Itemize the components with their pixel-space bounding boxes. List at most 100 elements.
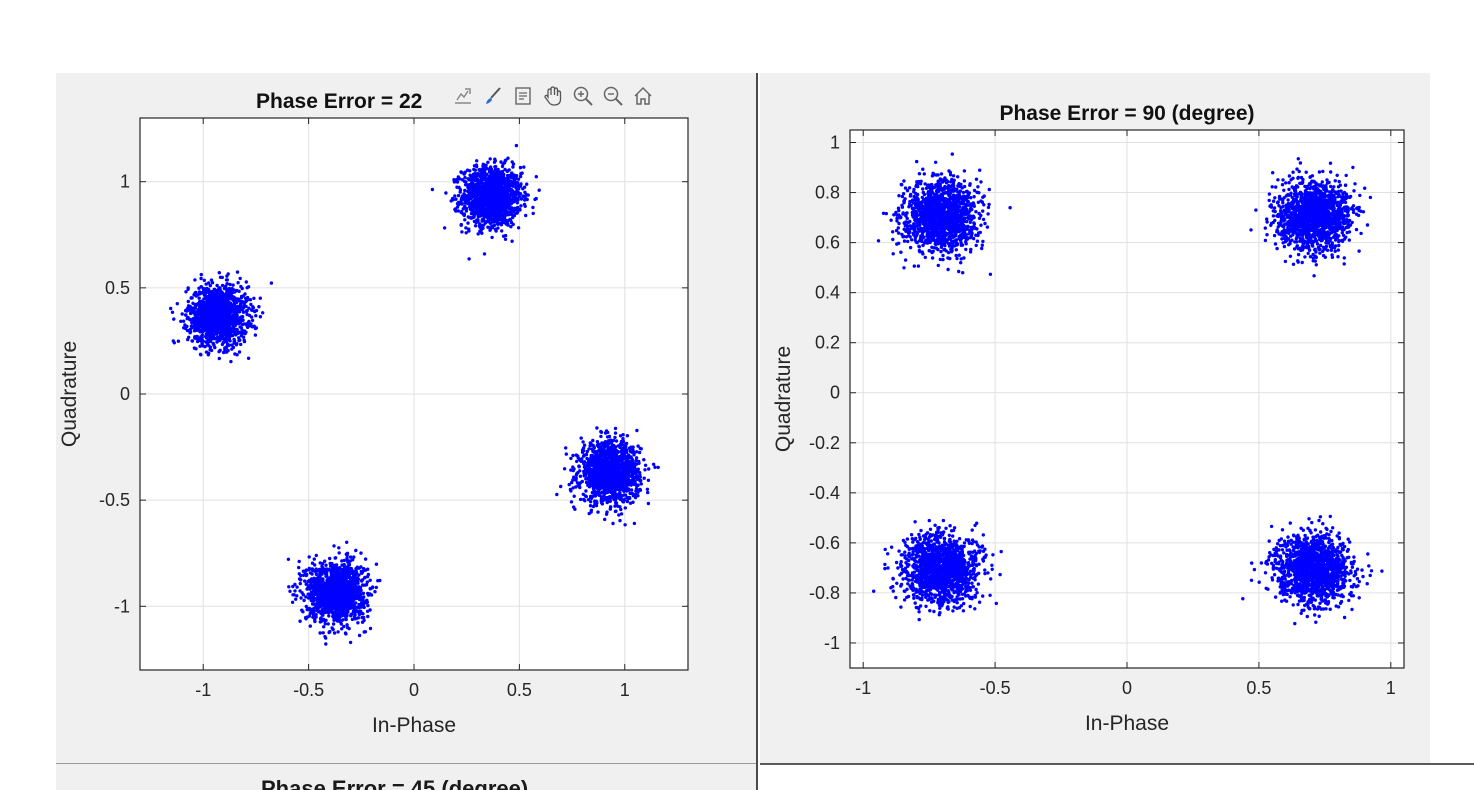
scatter-point: [514, 199, 518, 203]
scatter-point: [489, 217, 494, 221]
scatter-point: [612, 487, 616, 491]
scatter-point: [631, 445, 635, 449]
scatter-point: [618, 481, 622, 485]
scatter-point: [482, 252, 487, 256]
scatter-point: [207, 344, 211, 348]
scatter-point: [306, 579, 310, 584]
scatter-point: [514, 143, 519, 148]
scatter-point: [250, 318, 255, 323]
scatter-point: [599, 430, 604, 434]
scatter-point: [193, 278, 197, 282]
scatter-point: [467, 187, 471, 191]
scatter-point: [477, 203, 481, 208]
scatter-point: [567, 482, 571, 487]
scatter-point: [647, 467, 651, 471]
scatter-point: [524, 213, 528, 218]
scatter-point: [197, 296, 201, 300]
scatter-point: [486, 160, 490, 164]
scatter-point: [639, 482, 643, 486]
scatter-point: [241, 335, 246, 339]
scatter-point: [227, 322, 231, 326]
scatter-point: [618, 457, 622, 461]
scatter-point: [633, 495, 638, 500]
scatter-point: [517, 194, 521, 199]
scatter-point: [523, 195, 527, 199]
scatter-point: [467, 205, 472, 209]
scatter-point: [218, 275, 223, 279]
scatter-point: [209, 319, 213, 323]
scatter-point: [611, 479, 615, 483]
scatter-point: [309, 591, 313, 595]
scatter-point: [519, 197, 524, 201]
scatter-point: [574, 476, 578, 480]
scatter-point: [635, 484, 639, 488]
scatter-point: [531, 211, 535, 216]
scatter-point: [231, 326, 235, 331]
scatter-point: [581, 449, 586, 453]
scatter-point: [361, 591, 366, 595]
scatter-point: [246, 356, 251, 360]
scatter-point: [464, 196, 468, 201]
scatter-point: [257, 305, 261, 309]
scatter-point: [194, 322, 198, 326]
scatter-point: [463, 175, 467, 180]
scatter-point: [500, 193, 504, 197]
scatter-point: [514, 174, 519, 178]
scatter-point: [504, 218, 508, 223]
scatter-point: [519, 204, 523, 208]
scatter-point: [596, 510, 600, 514]
scatter-point: [195, 328, 199, 332]
scatter-point: [231, 307, 235, 311]
scatter-point: [571, 486, 575, 490]
scatter-point: [624, 482, 628, 486]
scatter-point: [235, 299, 240, 303]
scatter-point: [495, 174, 499, 178]
scatter-point: [603, 517, 607, 522]
scatter-point: [202, 309, 206, 314]
scatter-point: [617, 492, 621, 496]
scatter-point: [516, 226, 521, 230]
scatter-point: [500, 190, 504, 194]
scatter-point: [485, 181, 490, 185]
scatter-point: [241, 310, 246, 314]
scatter-point: [483, 171, 487, 175]
scatter-point: [518, 165, 523, 170]
scatter-point: [208, 339, 213, 343]
scatter-point: [613, 504, 617, 508]
scatter-point: [608, 499, 612, 503]
scatter-point: [513, 194, 517, 198]
scatter-point: [357, 633, 362, 638]
scatter-point: [505, 182, 509, 186]
scatter-point: [210, 302, 214, 306]
scatter-point: [258, 296, 262, 300]
scatter-point: [475, 194, 479, 198]
scatter-point: [201, 330, 205, 334]
scatter-point: [467, 227, 471, 231]
scatter-point: [500, 206, 504, 210]
scatter-point: [219, 322, 223, 326]
scatter-point: [193, 315, 198, 319]
scatter-point: [216, 312, 221, 316]
scatter-point: [307, 555, 311, 559]
scatter-point: [226, 298, 230, 302]
scatter-point: [572, 467, 576, 471]
scatter-point: [223, 322, 227, 326]
scatter-point: [208, 348, 212, 352]
scatter-point: [454, 209, 458, 213]
scatter-point: [504, 192, 509, 196]
scatter-point: [522, 165, 526, 169]
scatter-point: [474, 200, 478, 205]
scatter-point: [217, 349, 221, 354]
scatter-point: [625, 464, 630, 468]
scatter-point: [636, 494, 640, 498]
scatter-point: [643, 468, 647, 472]
scatter-point: [232, 304, 236, 308]
scatter-point: [217, 356, 221, 361]
scatter-point: [302, 598, 306, 603]
scatter-point: [238, 325, 242, 329]
scatter-point: [345, 540, 349, 544]
scatter-point: [295, 585, 299, 589]
scatter-point: [221, 295, 225, 299]
scatter-point: [192, 308, 196, 313]
scatter-point: [485, 209, 490, 214]
